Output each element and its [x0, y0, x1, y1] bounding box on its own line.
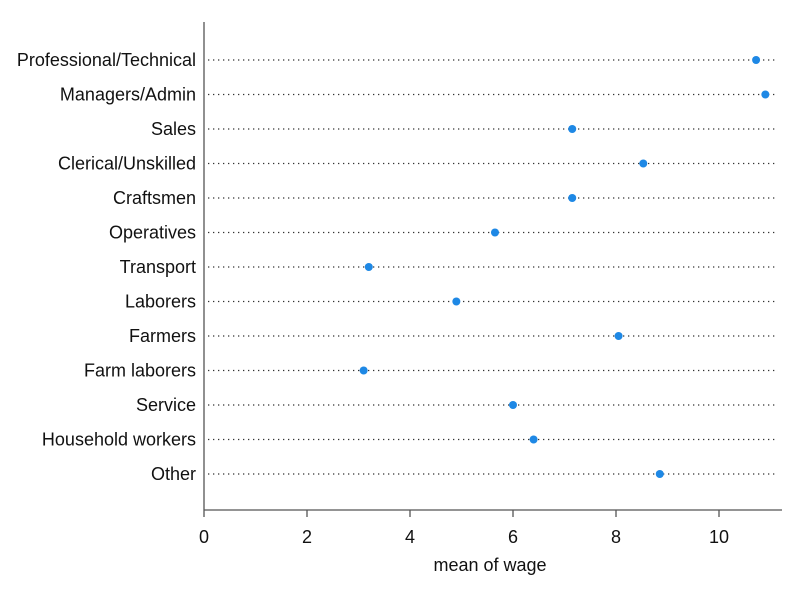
data-point [568, 125, 577, 133]
category-label: Managers/Admin [60, 85, 196, 105]
category-label: Transport [120, 257, 196, 277]
x-tick-label: 0 [199, 527, 209, 547]
category-label: Laborers [125, 292, 196, 312]
data-point [614, 332, 623, 340]
category-label: Sales [151, 119, 196, 139]
category-label: Clerical/Unskilled [58, 154, 196, 174]
data-point [490, 228, 499, 237]
data-point [639, 159, 648, 168]
category-label: Craftsmen [113, 188, 196, 208]
category-label: Service [136, 395, 196, 415]
category-label: Household workers [42, 430, 196, 450]
category-label: Other [151, 464, 196, 484]
data-points [359, 56, 770, 478]
category-labels: Professional/Technical Managers/Admin Sale… [17, 50, 196, 484]
category-label: Operatives [109, 223, 196, 243]
category-label: Farmers [129, 326, 196, 346]
x-tick-label: 10 [709, 527, 729, 547]
x-axis-ticks: 0 2 4 6 8 10 [199, 510, 729, 547]
guide-lines [208, 59, 776, 475]
data-point [761, 90, 770, 99]
category-label: Professional/Technical [17, 50, 196, 70]
data-point [509, 401, 517, 409]
data-point [529, 435, 538, 444]
data-point [752, 56, 761, 64]
data-point [359, 366, 368, 375]
data-point [452, 297, 461, 306]
x-tick-label: 4 [405, 527, 415, 547]
category-label: Farm laborers [84, 361, 196, 381]
x-tick-label: 8 [611, 527, 621, 547]
x-axis-title: mean of wage [433, 555, 546, 575]
x-tick-label: 6 [508, 527, 518, 547]
data-point [655, 470, 664, 478]
data-point [364, 263, 373, 271]
data-point [568, 194, 577, 202]
x-tick-label: 2 [302, 527, 312, 547]
